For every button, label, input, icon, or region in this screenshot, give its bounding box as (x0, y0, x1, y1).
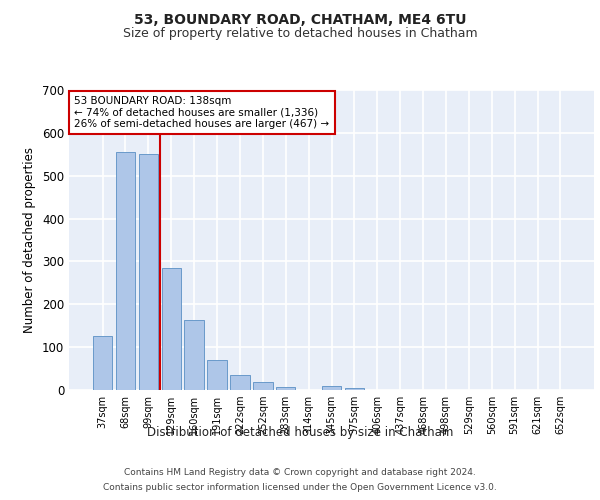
Bar (139, 154, 158, 390)
Bar (344, 388, 364, 390)
Bar (230, 375, 250, 390)
Y-axis label: Number of detached properties: Number of detached properties (23, 147, 37, 333)
Text: Contains public sector information licensed under the Open Government Licence v3: Contains public sector information licen… (103, 483, 497, 492)
Text: 53, BOUNDARY ROAD, CHATHAM, ME4 6TU: 53, BOUNDARY ROAD, CHATHAM, ME4 6TU (134, 12, 466, 26)
Bar (322, 386, 341, 390)
Bar (253, 382, 272, 390)
Bar (161, 268, 181, 390)
Bar (184, 320, 204, 390)
Text: Distribution of detached houses by size in Chatham: Distribution of detached houses by size … (147, 426, 453, 439)
Text: 53 BOUNDARY ROAD: 138sqm
← 74% of detached houses are smaller (1,336)
26% of sem: 53 BOUNDARY ROAD: 138sqm ← 74% of detach… (74, 96, 329, 129)
Text: Size of property relative to detached houses in Chatham: Size of property relative to detached ho… (122, 28, 478, 40)
Bar (208, 360, 227, 390)
Bar (116, 152, 135, 390)
Bar (93, 336, 112, 390)
Bar (276, 386, 295, 390)
Text: Contains HM Land Registry data © Crown copyright and database right 2024.: Contains HM Land Registry data © Crown c… (124, 468, 476, 477)
